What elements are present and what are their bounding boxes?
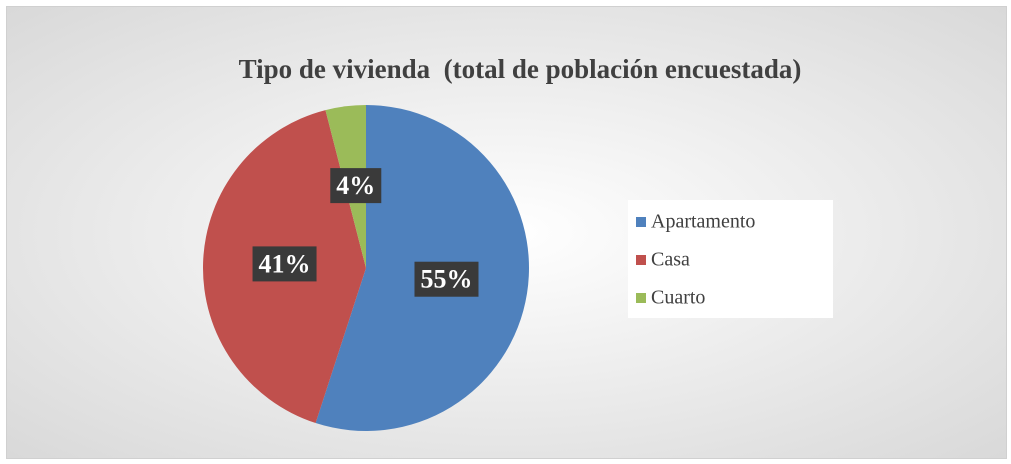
legend-swatch — [636, 217, 646, 227]
legend-swatch — [636, 255, 646, 265]
legend-swatch — [636, 293, 646, 303]
chart-title: Tipo de vivienda (total de población enc… — [239, 54, 802, 84]
legend-label: Cuarto — [651, 287, 705, 309]
pie — [203, 105, 529, 431]
data-label-box — [414, 261, 479, 297]
data-labels: 55% 41% 4% — [252, 168, 479, 297]
data-label: 41% — [259, 249, 311, 278]
data-label-box — [252, 246, 317, 282]
legend-label: Apartamento — [651, 211, 755, 233]
legend-box — [628, 200, 833, 318]
data-label: 55% — [420, 265, 472, 294]
data-label-box — [330, 168, 382, 204]
legend-label: Casa — [651, 249, 690, 271]
data-label: 4% — [336, 171, 375, 200]
legend: Apartamento Casa Cuarto — [636, 211, 755, 309]
